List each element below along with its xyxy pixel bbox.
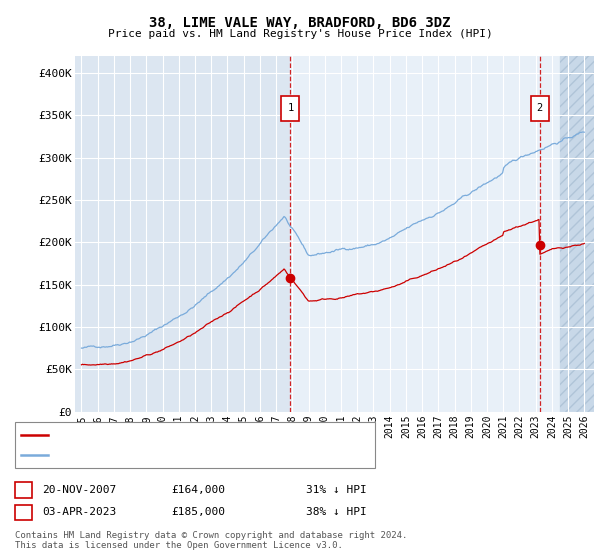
Text: 03-APR-2023: 03-APR-2023 — [42, 507, 116, 517]
Text: 2: 2 — [536, 104, 543, 114]
Text: 38, LIME VALE WAY, BRADFORD, BD6 3DZ: 38, LIME VALE WAY, BRADFORD, BD6 3DZ — [149, 16, 451, 30]
Text: 2: 2 — [20, 507, 27, 517]
Text: 1: 1 — [287, 104, 293, 114]
Text: Price paid vs. HM Land Registry's House Price Index (HPI): Price paid vs. HM Land Registry's House … — [107, 29, 493, 39]
Text: £164,000: £164,000 — [171, 485, 225, 495]
Bar — [560, 56, 594, 412]
Text: Contains HM Land Registry data © Crown copyright and database right 2024.
This d: Contains HM Land Registry data © Crown c… — [15, 531, 407, 550]
Text: 38% ↓ HPI: 38% ↓ HPI — [306, 507, 367, 517]
Text: 1: 1 — [20, 485, 27, 495]
Text: 31% ↓ HPI: 31% ↓ HPI — [306, 485, 367, 495]
Text: 38, LIME VALE WAY, BRADFORD, BD6 3DZ (detached house): 38, LIME VALE WAY, BRADFORD, BD6 3DZ (de… — [52, 430, 364, 440]
Bar — [560, 56, 594, 412]
FancyBboxPatch shape — [281, 96, 299, 121]
Text: £185,000: £185,000 — [171, 507, 225, 517]
FancyBboxPatch shape — [531, 96, 548, 121]
Bar — [290, 56, 594, 412]
Text: HPI: Average price, detached house, Bradford: HPI: Average price, detached house, Brad… — [52, 450, 311, 460]
Text: 20-NOV-2007: 20-NOV-2007 — [42, 485, 116, 495]
